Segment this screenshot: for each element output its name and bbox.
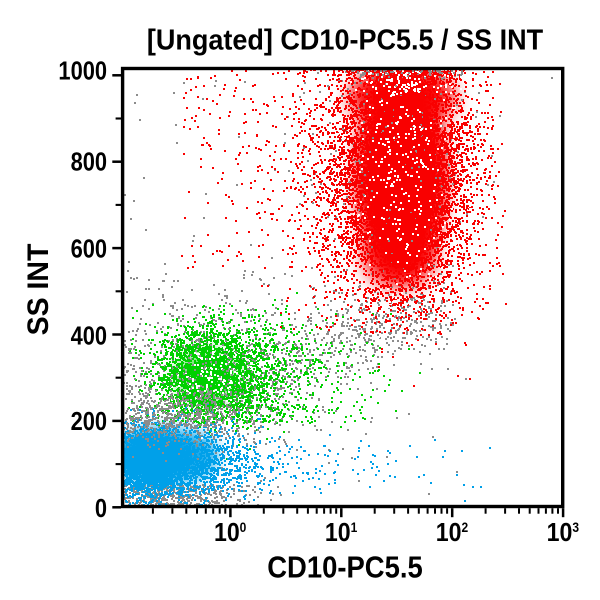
svg-text:[Ungated] CD10-PC5.5 / SS INT: [Ungated] CD10-PC5.5 / SS INT bbox=[147, 24, 543, 56]
svg-text:200: 200 bbox=[71, 407, 107, 436]
svg-text:600: 600 bbox=[71, 235, 107, 264]
svg-text:CD10-PC5.5: CD10-PC5.5 bbox=[267, 551, 422, 585]
svg-text:0: 0 bbox=[95, 494, 107, 523]
svg-text:SS INT: SS INT bbox=[22, 243, 55, 335]
svg-text:100: 100 bbox=[214, 519, 246, 548]
svg-text:800: 800 bbox=[71, 148, 107, 177]
svg-text:1000: 1000 bbox=[58, 57, 107, 86]
svg-text:103: 103 bbox=[547, 519, 579, 548]
svg-text:102: 102 bbox=[436, 519, 468, 548]
svg-text:101: 101 bbox=[325, 519, 357, 548]
svg-text:400: 400 bbox=[71, 322, 107, 351]
